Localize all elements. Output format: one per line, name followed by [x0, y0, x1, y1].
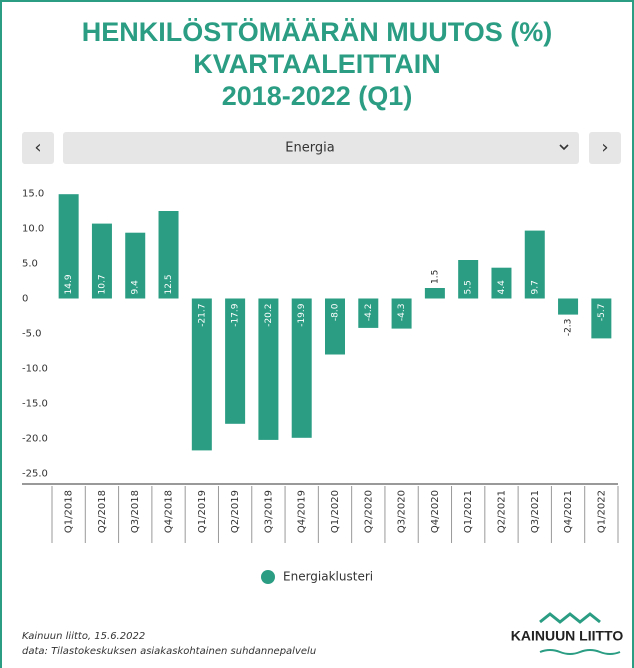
title-line: 2018-2022 (Q1) [222, 81, 413, 111]
x-tick-label: Q1/2020 [330, 490, 341, 533]
prev-button[interactable]: ‹ [22, 132, 54, 164]
y-tick-label: -5.0 [22, 329, 42, 340]
logo: KAINUUN LIITTO [511, 612, 624, 655]
bar [225, 298, 246, 424]
bar [491, 267, 512, 299]
button-label: ‹ [34, 137, 41, 158]
y-tick-label: 5.0 [22, 259, 38, 270]
y-tick-label: -10.0 [22, 364, 48, 375]
bar [191, 298, 212, 451]
x-tick-label: Q1/2019 [197, 490, 208, 533]
y-tick-label: 15.0 [22, 189, 44, 200]
dropdown-arrow [559, 144, 569, 151]
value-label: 1.5 [430, 270, 440, 284]
x-tick-label: Q2/2018 [97, 490, 108, 533]
value-label: 4.4 [497, 280, 507, 295]
title-line: HENKILÖSTÖMÄÄRÄN MUUTOS (%) [82, 17, 552, 47]
value-label: 14.9 [64, 274, 74, 294]
next-button[interactable]: › [589, 132, 621, 164]
legend-label: Energiaklusteri [283, 570, 373, 584]
source: Kainuun liitto, 15.6.2022 [22, 631, 145, 642]
y-tick-label: 0 [22, 294, 28, 305]
value-label: -5.7 [597, 304, 607, 322]
x-tick-label: Q3/2021 [530, 490, 541, 533]
bar [558, 298, 579, 315]
bar [258, 298, 279, 440]
value-label: 9.4 [131, 280, 141, 295]
value-label: -21.7 [197, 304, 207, 327]
value-label: -8.0 [331, 303, 341, 321]
value-label: -17.9 [231, 303, 241, 327]
x-tick-label: Q2/2020 [363, 490, 374, 533]
bar [424, 288, 445, 299]
value-label: -4.3 [397, 304, 407, 322]
bar [158, 211, 179, 299]
value-label: -20.2 [264, 304, 274, 327]
button-bg [22, 132, 54, 164]
x-tick-label: Q3/2020 [397, 490, 408, 533]
button-bg [589, 132, 621, 164]
button-label: › [601, 137, 608, 158]
logo-wave [539, 649, 621, 655]
x-tick-label: Q1/2022 [596, 490, 607, 533]
bar [591, 298, 612, 339]
logo-wave [539, 612, 601, 624]
value-label: -4.2 [364, 304, 374, 322]
bar [458, 260, 479, 299]
bar [291, 298, 312, 438]
bar [58, 194, 79, 299]
value-label: 10.7 [97, 274, 107, 294]
x-tick-label: Q4/2018 [164, 490, 175, 533]
x-tick-label: Q2/2021 [496, 490, 507, 533]
bar [91, 223, 112, 299]
x-tick-label: Q4/2021 [563, 490, 574, 533]
x-tick-label: Q1/2021 [463, 490, 474, 533]
bar [325, 298, 345, 355]
x-tick-label: Q2/2019 [230, 490, 241, 533]
x-tick-label: Q3/2019 [263, 490, 274, 533]
legend: Energiaklusteri [261, 570, 373, 584]
y-tick-label: 10.0 [22, 224, 44, 235]
y-tick-label: -25.0 [22, 469, 48, 480]
y-tick-label: -20.0 [22, 434, 48, 445]
y-tick-label: -15.0 [22, 399, 48, 410]
dropdown-label: Energia [285, 141, 334, 156]
value-label: 9.7 [530, 280, 540, 294]
logo-text: KAINUUN LIITTO [511, 628, 624, 644]
x-tick-label: Q1/2018 [64, 490, 75, 533]
legend-swatch [261, 570, 275, 584]
data-note: data: Tilastokeskuksen asiakaskohtainen … [22, 646, 316, 657]
bar [358, 298, 379, 328]
value-label: 5.5 [464, 280, 474, 294]
value-label: 12.5 [164, 274, 174, 294]
value-label: -19.9 [297, 303, 307, 327]
dropdown-bg [63, 132, 579, 164]
bar [125, 232, 146, 299]
dropdown[interactable]: Energia [63, 132, 579, 164]
bar [524, 230, 545, 299]
value-label: -2.3 [564, 319, 574, 337]
x-tick-label: Q4/2020 [430, 490, 441, 533]
x-tick-label: Q3/2018 [130, 490, 141, 533]
title-line: KVARTAALEITTAIN [193, 49, 440, 79]
bar [391, 298, 412, 329]
x-tick-label: Q4/2019 [297, 490, 308, 533]
